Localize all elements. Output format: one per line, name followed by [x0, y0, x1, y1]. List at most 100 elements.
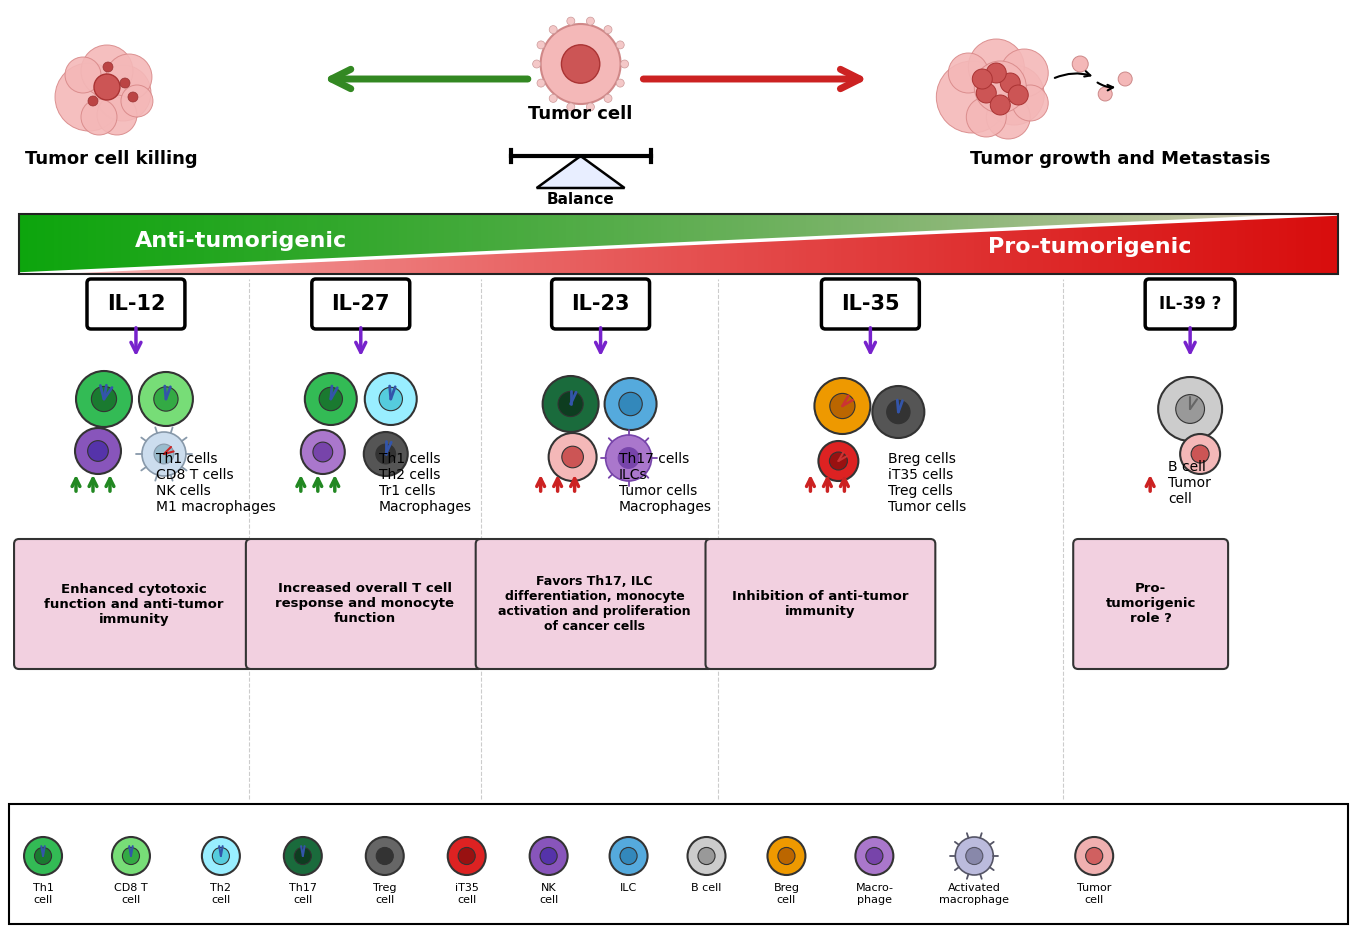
Circle shape — [698, 847, 715, 865]
Text: Th1 cells
Th2 cells
Tr1 cells
Macrophages: Th1 cells Th2 cells Tr1 cells Macrophage… — [378, 452, 472, 515]
FancyBboxPatch shape — [552, 279, 650, 329]
Bar — [19, 214, 1338, 274]
Circle shape — [948, 53, 989, 93]
Text: NK
cell: NK cell — [538, 883, 559, 905]
Text: ILC: ILC — [620, 883, 637, 893]
FancyBboxPatch shape — [312, 279, 410, 329]
Circle shape — [606, 435, 651, 481]
Circle shape — [1158, 377, 1222, 441]
Circle shape — [986, 95, 1031, 139]
FancyBboxPatch shape — [705, 539, 936, 669]
Circle shape — [106, 54, 152, 100]
Circle shape — [819, 441, 858, 481]
Polygon shape — [537, 156, 625, 188]
Circle shape — [533, 60, 541, 68]
Circle shape — [830, 452, 848, 470]
Text: iT35
cell: iT35 cell — [454, 883, 479, 905]
Circle shape — [366, 837, 404, 875]
Circle shape — [283, 837, 321, 875]
Circle shape — [94, 74, 119, 100]
Circle shape — [363, 432, 408, 476]
Text: Breg cells
iT35 cells
Treg cells
Tumor cells: Breg cells iT35 cells Treg cells Tumor c… — [888, 452, 967, 515]
Circle shape — [687, 837, 725, 875]
Circle shape — [1075, 837, 1113, 875]
Circle shape — [618, 392, 643, 416]
Circle shape — [81, 99, 117, 135]
Circle shape — [65, 57, 100, 93]
Circle shape — [202, 837, 240, 875]
Circle shape — [965, 847, 983, 865]
Circle shape — [616, 41, 624, 49]
Circle shape — [767, 837, 805, 875]
Circle shape — [103, 62, 113, 72]
Circle shape — [319, 388, 343, 411]
FancyBboxPatch shape — [87, 279, 184, 329]
Circle shape — [559, 391, 583, 417]
Bar — [19, 214, 1338, 274]
Circle shape — [549, 94, 557, 103]
Circle shape — [975, 61, 1026, 113]
Circle shape — [1191, 445, 1210, 463]
Text: Macro-
phage: Macro- phage — [856, 883, 894, 905]
Circle shape — [567, 103, 575, 111]
FancyBboxPatch shape — [245, 539, 484, 669]
Circle shape — [88, 441, 108, 461]
Circle shape — [1073, 56, 1089, 72]
Circle shape — [956, 837, 994, 875]
Circle shape — [976, 83, 997, 103]
Circle shape — [458, 847, 475, 865]
Circle shape — [542, 376, 598, 432]
Circle shape — [937, 61, 1009, 133]
Text: Th17
cell: Th17 cell — [289, 883, 317, 905]
Circle shape — [153, 387, 178, 411]
FancyBboxPatch shape — [476, 539, 713, 669]
Circle shape — [301, 430, 344, 474]
Circle shape — [376, 847, 393, 865]
Circle shape — [541, 24, 621, 104]
Circle shape — [603, 94, 612, 103]
FancyBboxPatch shape — [822, 279, 919, 329]
Circle shape — [968, 39, 1024, 95]
Circle shape — [88, 96, 98, 106]
Text: Th1
cell: Th1 cell — [33, 883, 53, 905]
Circle shape — [620, 847, 637, 865]
Text: Balance: Balance — [546, 192, 614, 207]
Circle shape — [972, 69, 993, 89]
FancyBboxPatch shape — [1073, 539, 1229, 669]
Circle shape — [815, 378, 871, 434]
Circle shape — [98, 95, 137, 135]
Circle shape — [1013, 85, 1048, 121]
Text: IL-35: IL-35 — [841, 294, 899, 314]
Text: Pro-
tumorigenic
role ?: Pro- tumorigenic role ? — [1105, 583, 1196, 626]
Circle shape — [1009, 85, 1028, 105]
Circle shape — [621, 60, 629, 68]
Circle shape — [1086, 847, 1102, 865]
Text: Th17 cells
ILCs
Tumor cells
Macrophages: Th17 cells ILCs Tumor cells Macrophages — [618, 452, 712, 515]
Text: Enhanced cytotoxic
function and anti-tumor
immunity: Enhanced cytotoxic function and anti-tum… — [45, 583, 224, 626]
Text: Activated
macrophage: Activated macrophage — [940, 883, 1009, 905]
Circle shape — [984, 65, 1044, 125]
Text: Tumor cell killing: Tumor cell killing — [24, 150, 197, 168]
Circle shape — [537, 41, 545, 49]
Text: Favors Th17, ILC
differentiation, monocyte
activation and proliferation
of cance: Favors Th17, ILC differentiation, monocy… — [498, 575, 692, 633]
Circle shape — [76, 371, 132, 427]
Text: Anti-tumorigenic: Anti-tumorigenic — [134, 231, 347, 251]
FancyBboxPatch shape — [1146, 279, 1235, 329]
Circle shape — [561, 446, 583, 468]
Text: CD8 T
cell: CD8 T cell — [114, 883, 148, 905]
Circle shape — [305, 373, 357, 425]
Text: IL-23: IL-23 — [571, 294, 629, 314]
Circle shape — [313, 442, 332, 462]
Text: Th1 cells
CD8 T cells
NK cells
M1 macrophages: Th1 cells CD8 T cells NK cells M1 macrop… — [156, 452, 275, 515]
Text: Breg
cell: Breg cell — [773, 883, 800, 905]
Circle shape — [1180, 434, 1220, 474]
Circle shape — [586, 17, 594, 25]
Circle shape — [610, 837, 648, 875]
Circle shape — [567, 17, 575, 25]
Circle shape — [113, 837, 151, 875]
Text: Tumor cell: Tumor cell — [529, 105, 633, 123]
Circle shape — [530, 837, 568, 875]
Text: Pro-tumorigenic: Pro-tumorigenic — [989, 237, 1192, 257]
Circle shape — [119, 78, 130, 88]
Text: IL-12: IL-12 — [107, 294, 165, 314]
